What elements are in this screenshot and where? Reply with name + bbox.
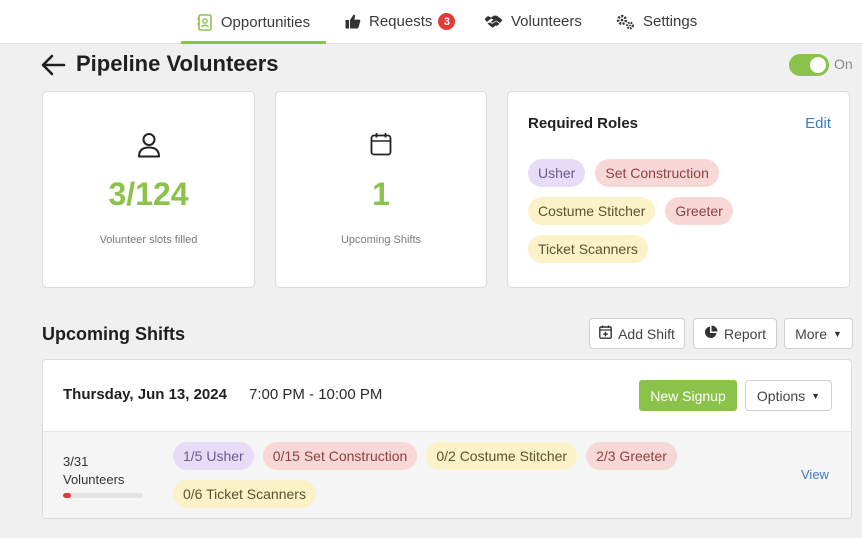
add-shift-button[interactable]: Add Shift — [589, 318, 685, 349]
upcoming-shifts-caption: Upcoming Shifts — [340, 234, 422, 246]
shift-role-chip-ticket-scanners: 0/6 Ticket Scanners — [173, 480, 316, 508]
tab-settings-label: Settings — [643, 13, 698, 30]
active-toggle[interactable] — [789, 54, 829, 76]
shift-date: Thursday, Jun 13, 2024 — [63, 386, 227, 403]
contact-card-icon — [197, 13, 213, 31]
view-shift-link[interactable]: View — [801, 467, 829, 482]
role-chip-ticket-scanners: Ticket Scanners — [528, 235, 648, 263]
calendar-plus-icon — [599, 325, 612, 342]
shift-roles-list: 1/5 Usher 0/15 Set Construction 0/2 Cost… — [173, 442, 693, 508]
role-chip-costume-stitcher: Costume Stitcher — [528, 197, 656, 225]
tab-settings[interactable]: Settings — [616, 0, 697, 43]
upcoming-shifts-card: 1 Upcoming Shifts — [275, 91, 487, 288]
top-nav: Opportunities Requests 3 Volunteers Sett… — [0, 0, 862, 44]
more-dropdown-button[interactable]: More ▼ — [784, 318, 853, 349]
toggle-knob — [810, 57, 826, 73]
options-label: Options — [756, 387, 806, 404]
shift-progress-fill — [63, 493, 71, 498]
tab-opportunities-label: Opportunities — [220, 13, 311, 31]
shift-role-chip-costume-stitcher: 0/2 Costume Stitcher — [426, 442, 578, 470]
more-label: More — [795, 325, 827, 342]
role-chip-usher: Usher — [528, 159, 586, 187]
toggle-label: On — [834, 56, 853, 72]
new-signup-button[interactable]: New Signup — [639, 380, 737, 411]
report-label: Report — [723, 325, 767, 342]
volunteer-slots-card: 3/124 Volunteer slots filled — [42, 91, 255, 288]
shift-card: Thursday, Jun 13, 2024 7:00 PM - 10:00 P… — [42, 359, 852, 519]
edit-roles-link[interactable]: Edit — [805, 115, 831, 132]
shift-progress-bar — [63, 493, 143, 498]
pie-chart-icon — [704, 325, 718, 342]
tab-volunteers-label: Volunteers — [511, 13, 582, 30]
tab-requests[interactable]: Requests 3 — [345, 0, 456, 43]
calendar-icon — [370, 132, 392, 161]
upcoming-shifts-value: 1 — [372, 176, 390, 212]
page-title: Pipeline Volunteers — [76, 51, 279, 76]
report-button[interactable]: Report — [693, 318, 777, 349]
caret-down-icon: ▼ — [832, 328, 842, 339]
handshake-icon — [484, 14, 503, 29]
shift-role-chip-set-construction: 0/15 Set Construction — [262, 442, 418, 470]
user-icon — [137, 132, 161, 163]
required-roles-card: Required Roles Edit Usher Set Constructi… — [507, 91, 850, 288]
thumbs-up-icon — [345, 14, 361, 29]
tab-requests-label: Requests — [369, 13, 433, 30]
shift-role-chip-usher: 1/5 Usher — [173, 442, 254, 470]
upcoming-shifts-title: Upcoming Shifts — [42, 324, 185, 344]
gears-icon — [616, 14, 635, 30]
shift-details: 3/31 Volunteers 1/5 Usher 0/15 Set Const… — [43, 431, 851, 518]
options-dropdown-button[interactable]: Options ▼ — [745, 380, 832, 411]
requests-count-badge: 3 — [438, 13, 456, 30]
role-chip-greeter: Greeter — [665, 197, 733, 225]
required-roles-title: Required Roles — [528, 115, 639, 132]
shift-volunteer-label: Volunteers — [63, 472, 125, 487]
back-arrow-icon[interactable] — [40, 53, 66, 77]
add-shift-label: Add Shift — [618, 325, 675, 342]
tab-opportunities[interactable]: Opportunities — [181, 0, 326, 44]
shift-volunteer-count: 3/31 — [63, 454, 89, 469]
shift-time: 7:00 PM - 10:00 PM — [249, 386, 383, 403]
required-roles-list: Usher Set Construction Costume Stitcher … — [528, 159, 838, 263]
volunteer-slots-value: 3/124 — [108, 176, 189, 212]
caret-down-icon: ▼ — [811, 390, 821, 401]
role-chip-set-construction: Set Construction — [595, 159, 719, 187]
tab-volunteers[interactable]: Volunteers — [484, 0, 582, 43]
shift-role-chip-greeter: 2/3 Greeter — [586, 442, 677, 470]
volunteer-slots-caption: Volunteer slots filled — [99, 234, 198, 246]
